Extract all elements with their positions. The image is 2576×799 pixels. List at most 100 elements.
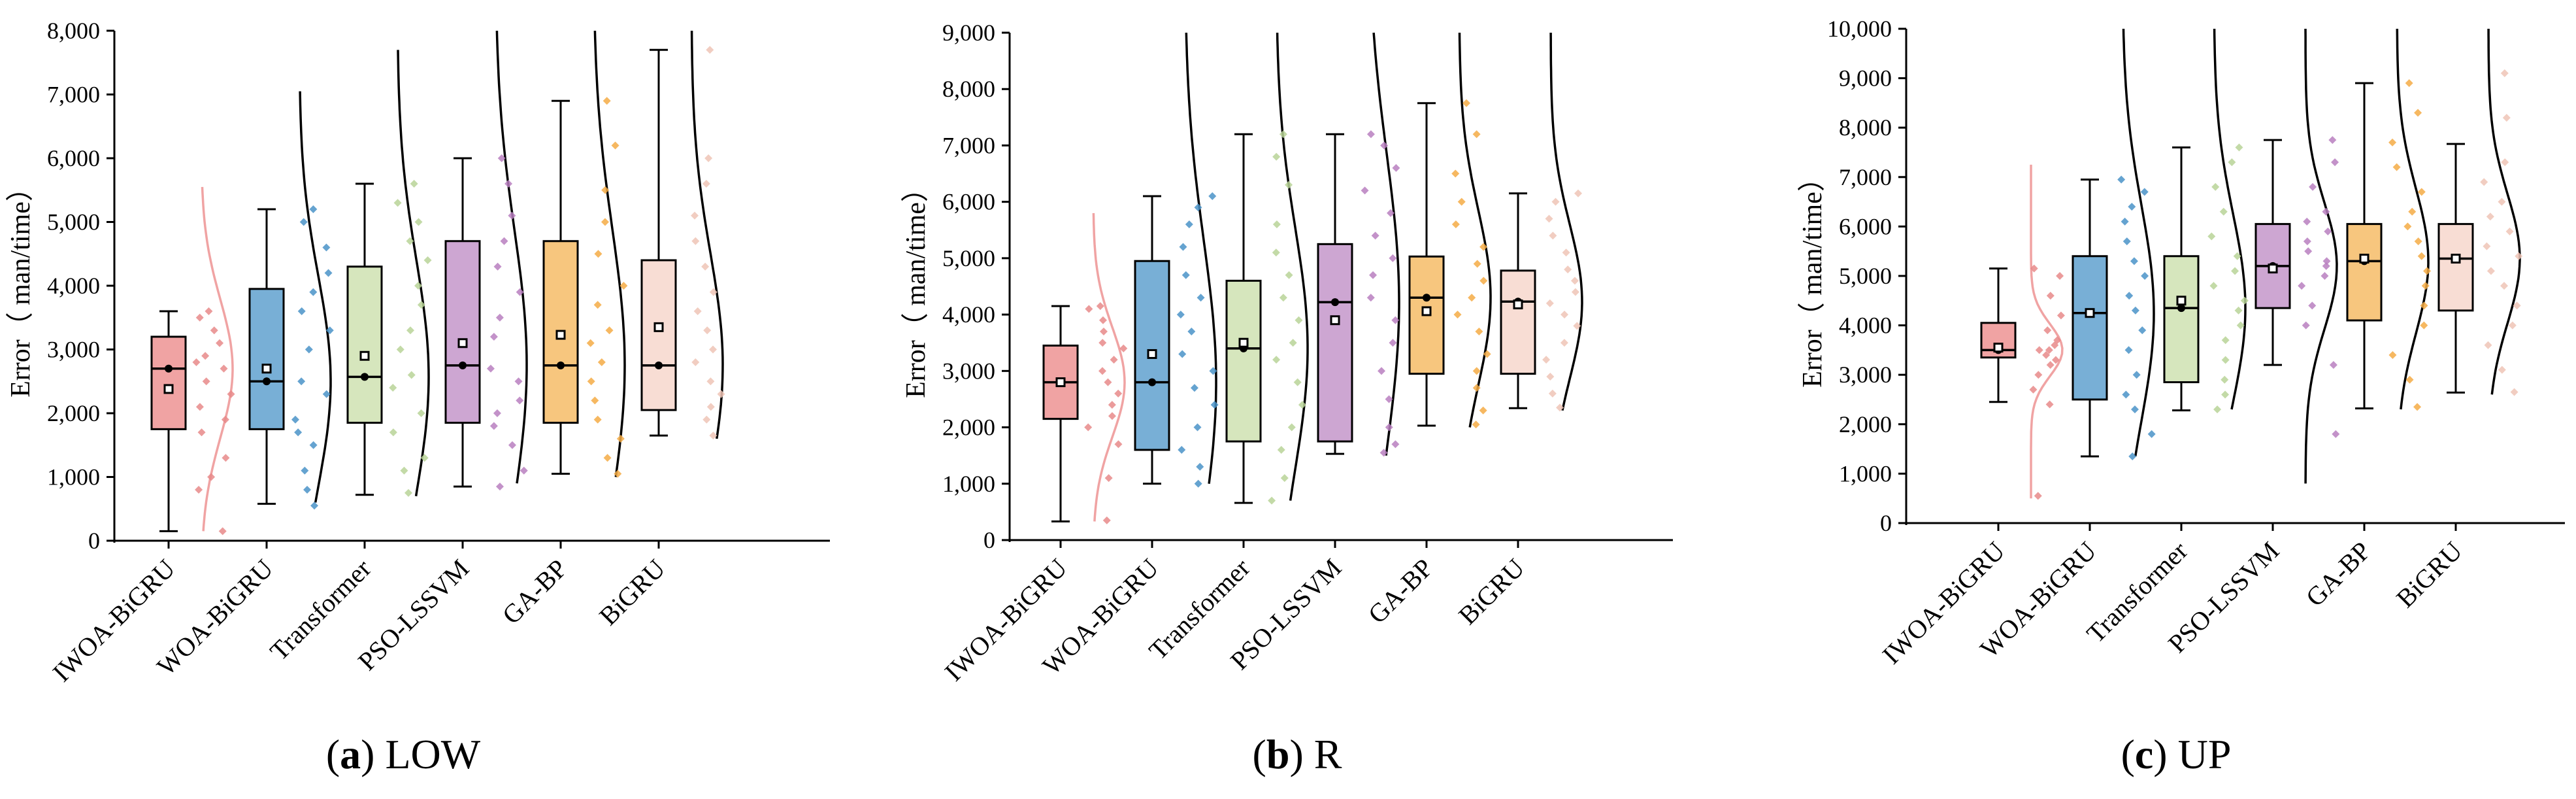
median-dot	[1331, 298, 1339, 307]
data-point	[1475, 327, 1483, 335]
data-point	[2234, 306, 2243, 314]
data-point	[1392, 163, 1400, 172]
y-tick-label: 0	[983, 527, 995, 553]
box	[1500, 269, 1536, 375]
data-point	[2213, 405, 2222, 414]
data-point	[493, 262, 502, 271]
mean-marker	[1238, 337, 1249, 348]
box	[1225, 279, 1262, 443]
data-point	[1295, 316, 1303, 324]
category-ga-bp: GA-BP	[2300, 28, 2432, 612]
data-point	[2122, 237, 2131, 246]
data-point	[2498, 366, 2506, 374]
density-curve	[1458, 32, 1492, 428]
box	[542, 240, 579, 424]
data-point	[1084, 423, 1093, 432]
data-point	[1197, 294, 1205, 302]
data-point	[220, 364, 228, 373]
data-point	[1472, 130, 1481, 139]
data-point	[2211, 182, 2220, 191]
box	[640, 259, 677, 411]
data-point	[1185, 220, 1193, 229]
data-point	[202, 377, 210, 386]
density-curve	[2304, 28, 2338, 484]
mean-marker	[1421, 306, 1432, 316]
data-point	[414, 218, 423, 226]
data-point	[1457, 197, 1466, 206]
data-point	[420, 454, 429, 462]
data-point	[2219, 207, 2228, 216]
data-point	[1378, 367, 1386, 375]
density-curve	[1549, 32, 1583, 411]
data-point	[1098, 367, 1106, 375]
data-point	[691, 237, 700, 245]
data-point	[1098, 316, 1107, 324]
data-point	[520, 466, 528, 475]
data-point	[2056, 311, 2065, 320]
density-curve	[593, 30, 626, 477]
data-point	[2486, 267, 2495, 275]
data-point	[1272, 356, 1281, 364]
data-point	[508, 211, 516, 220]
data-point	[414, 282, 423, 290]
data-point	[2124, 346, 2133, 354]
y-tick-label: 2,000	[942, 415, 995, 441]
data-point	[2034, 492, 2042, 500]
data-point	[297, 377, 306, 386]
median-dot	[459, 361, 467, 369]
data-point	[586, 339, 595, 347]
data-point	[400, 466, 408, 475]
data-point	[611, 141, 619, 150]
data-point	[222, 454, 230, 462]
box	[150, 335, 187, 430]
data-point	[709, 432, 718, 440]
y-tick-label: 3,000	[1839, 362, 1892, 388]
data-point	[301, 466, 309, 475]
density-curve	[1372, 32, 1400, 456]
data-point	[1210, 401, 1219, 409]
data-point	[322, 243, 331, 252]
data-point	[702, 415, 711, 424]
data-point	[701, 262, 710, 271]
data-point	[310, 502, 319, 510]
data-point	[2209, 282, 2218, 290]
data-point	[2298, 282, 2306, 290]
y-tick-label: 8,000	[942, 76, 995, 102]
data-point	[1114, 389, 1123, 398]
y-tick-label: 5,000	[1839, 263, 1892, 289]
chart-panel-3: 0 1,000 2,000 3,000 4,000 5,000 6,000 7,000 8,00…	[1798, 16, 2565, 777]
data-point	[1108, 412, 1116, 420]
data-point	[195, 403, 204, 411]
data-point	[396, 345, 405, 354]
data-point	[1548, 389, 1557, 398]
data-point	[1385, 395, 1393, 403]
data-point	[1560, 311, 1569, 319]
data-point	[2423, 267, 2432, 275]
y-tick-label: 6,000	[47, 145, 100, 171]
panel-caption: (c) UP	[2121, 731, 2232, 777]
data-point	[614, 469, 622, 478]
data-point	[197, 428, 206, 437]
data-point	[1371, 231, 1379, 240]
data-point	[2308, 301, 2317, 310]
y-tick-label: 0	[88, 528, 100, 554]
box	[1317, 243, 1353, 443]
data-point	[1468, 294, 1476, 302]
data-point	[2388, 138, 2397, 146]
data-point	[2417, 252, 2426, 260]
median-dot	[263, 377, 271, 386]
data-point	[2138, 326, 2147, 335]
data-point	[514, 377, 523, 386]
panel-caption: (b) R	[1253, 731, 1342, 777]
data-point	[1545, 299, 1554, 307]
data-point	[1102, 516, 1111, 524]
data-point	[1551, 197, 1560, 206]
data-point	[1208, 192, 1217, 201]
data-point	[195, 486, 203, 494]
median-dot	[361, 373, 369, 381]
data-point	[2221, 356, 2230, 364]
data-point	[2228, 158, 2236, 167]
data-point	[2408, 207, 2417, 216]
data-point	[1114, 440, 1123, 449]
data-point	[1472, 420, 1480, 429]
